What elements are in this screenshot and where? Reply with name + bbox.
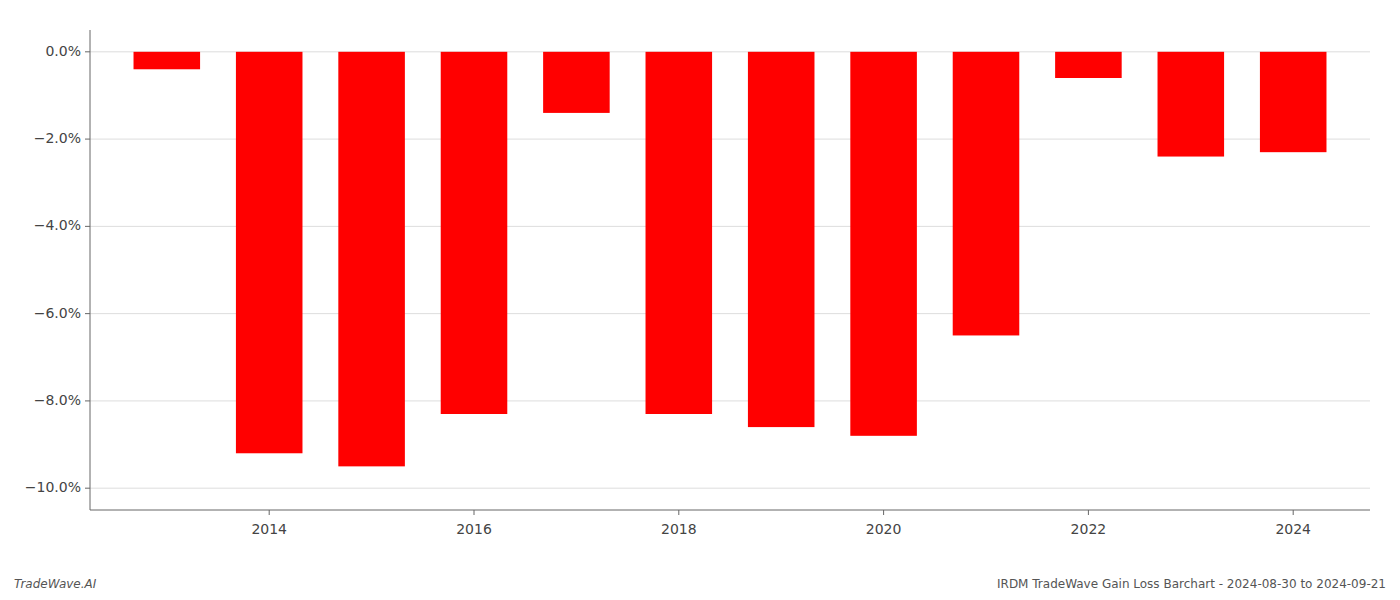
x-tick-label: 2024 [1275, 521, 1311, 537]
y-tick-label: −8.0% [34, 392, 81, 408]
y-tick-label: 0.0% [45, 43, 81, 59]
y-tick-label: −2.0% [34, 130, 81, 146]
grid-line [90, 488, 1370, 489]
bar [748, 52, 815, 427]
footer-right: IRDM TradeWave Gain Loss Barchart - 2024… [997, 577, 1386, 591]
y-tick [85, 51, 90, 52]
bars [134, 52, 1327, 467]
y-tick [85, 139, 90, 140]
footer-left: TradeWave.AI [14, 577, 97, 591]
bar [441, 52, 508, 414]
bar [338, 52, 405, 467]
x-axis: 2014 2016 2018 2020 2022 2024 [90, 510, 1370, 537]
x-tick [1293, 510, 1294, 515]
bar [1260, 52, 1327, 152]
x-tick [883, 510, 884, 515]
x-tick [474, 510, 475, 515]
y-axis: 0.0% −2.0% −4.0% −6.0% −8.0% −10.0% [25, 30, 90, 510]
x-tick-label: 2018 [661, 521, 697, 537]
bar [1055, 52, 1122, 78]
bar [236, 52, 303, 453]
chart: 0.0%−2.0%−4.0%−6.0%−8.0%−10.0%2014201620… [0, 0, 1400, 600]
y-grid [90, 52, 1370, 488]
y-tick-label: −10.0% [25, 479, 81, 495]
x-tick-label: 2014 [251, 521, 287, 537]
x-tick [678, 510, 679, 515]
bar [1158, 52, 1225, 157]
y-tick [85, 400, 90, 401]
x-tick-label: 2022 [1071, 521, 1107, 537]
bar [850, 52, 917, 436]
bar [646, 52, 713, 414]
bar [134, 52, 201, 69]
bar [543, 52, 610, 113]
x-tick-label: 2016 [456, 521, 492, 537]
y-tick [85, 488, 90, 489]
x-axis-line [90, 510, 1370, 511]
y-tick [85, 226, 90, 227]
x-tick-label: 2020 [866, 521, 902, 537]
y-tick [85, 313, 90, 314]
y-tick-label: −6.0% [34, 305, 81, 321]
x-tick [1088, 510, 1089, 515]
y-axis-line [90, 30, 91, 510]
y-tick-label: −4.0% [34, 217, 81, 233]
bar [953, 52, 1020, 336]
x-tick [269, 510, 270, 515]
